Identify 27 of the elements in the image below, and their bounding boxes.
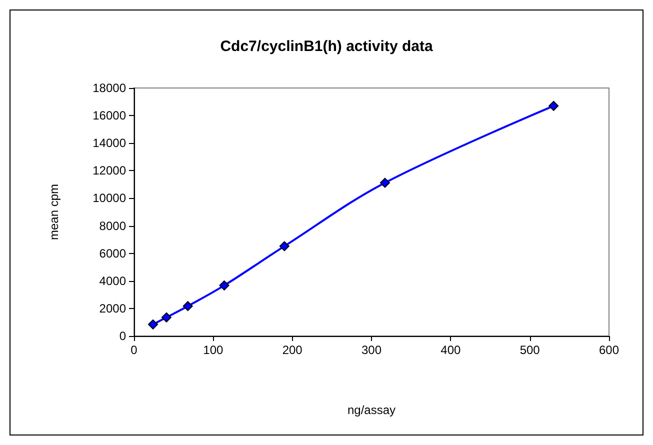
point — [219, 280, 230, 290]
x-tick-label: 300 — [361, 343, 382, 357]
point — [279, 241, 290, 252]
point — [161, 312, 172, 322]
x-tick-label: 100 — [203, 343, 224, 357]
y-tick-label: 4000 — [99, 274, 126, 288]
y-tick-label: 16000 — [92, 108, 126, 123]
y-tick-label: 14000 — [92, 136, 126, 150]
y-tick-label: 0 — [119, 329, 126, 343]
chart-title: Cdc7/cyclinB1(h) activity data — [220, 38, 434, 55]
point — [380, 178, 390, 188]
y-tick-label: 6000 — [99, 246, 126, 260]
x-axis-title: ng/assay — [347, 403, 396, 417]
x-tick-label: 600 — [598, 343, 620, 357]
y-tick-label: 2000 — [99, 301, 126, 316]
y-tick-label: 8000 — [99, 218, 126, 233]
point — [182, 301, 193, 312]
y-tick-label: 18000 — [92, 81, 126, 95]
x-tick-label: 400 — [440, 343, 461, 357]
point — [548, 100, 559, 111]
y-axis-title: mean cpm — [47, 184, 61, 240]
x-tick-label: 0 — [130, 343, 138, 357]
y-tick-label: 12000 — [92, 164, 126, 178]
point — [148, 319, 158, 330]
x-tick-label: 200 — [282, 343, 303, 357]
x-tick-label: 500 — [520, 343, 540, 357]
y-tick-label: 10000 — [92, 191, 126, 206]
